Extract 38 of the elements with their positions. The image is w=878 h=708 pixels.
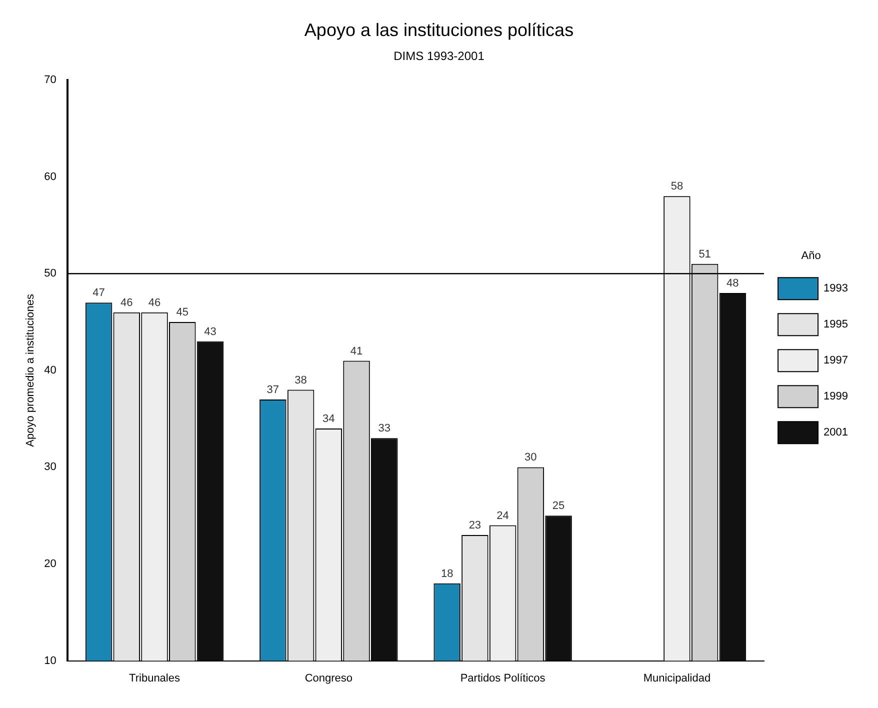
data-label: 46 <box>120 296 133 309</box>
y-tick-label: 30 <box>44 461 56 474</box>
legend-label: 1993 <box>824 282 848 295</box>
y-tick-label: 60 <box>44 170 56 183</box>
y-tick-label: 20 <box>44 558 56 570</box>
data-label: 58 <box>670 180 684 193</box>
legend-label: 1999 <box>824 390 848 403</box>
data-label: 45 <box>176 306 188 319</box>
chart-title: Apoyo a las instituciones políticas <box>304 20 574 40</box>
y-tick-label: 50 <box>44 268 56 280</box>
data-label: 23 <box>468 519 482 532</box>
data-label: 46 <box>148 296 161 309</box>
data-label: 47 <box>92 287 105 300</box>
y-tick-label: 10 <box>44 654 56 667</box>
data-label: 41 <box>350 345 363 358</box>
y-axis-title: Apoyo promedio a instituciones <box>24 293 37 447</box>
data-label: 37 <box>266 384 280 396</box>
x-tick-label: Partidos Políticos <box>460 672 546 684</box>
data-label: 30 <box>524 452 537 464</box>
legend-label: 2001 <box>824 426 848 439</box>
data-label: 38 <box>294 374 307 386</box>
legend-label: 1997 <box>824 354 848 367</box>
legend-title: Año <box>801 250 821 262</box>
legend-label: 1995 <box>824 318 848 331</box>
x-tick-label: Congreso <box>304 672 353 684</box>
data-label: 51 <box>698 248 711 260</box>
data-label: 18 <box>440 568 454 580</box>
chart-subtitle: DIMS 1993-2001 <box>394 49 485 64</box>
y-tick-label: 40 <box>44 364 56 376</box>
data-label: 25 <box>552 500 565 512</box>
data-label: 43 <box>204 326 216 338</box>
data-label: 33 <box>378 422 391 435</box>
data-label: 34 <box>322 413 335 426</box>
x-tick-label: Municipalidad <box>643 672 711 684</box>
x-tick-label: Tribunales <box>129 672 180 684</box>
data-label: 48 <box>726 277 739 290</box>
y-tick-label: 70 <box>44 74 56 86</box>
data-label: 24 <box>496 510 509 522</box>
